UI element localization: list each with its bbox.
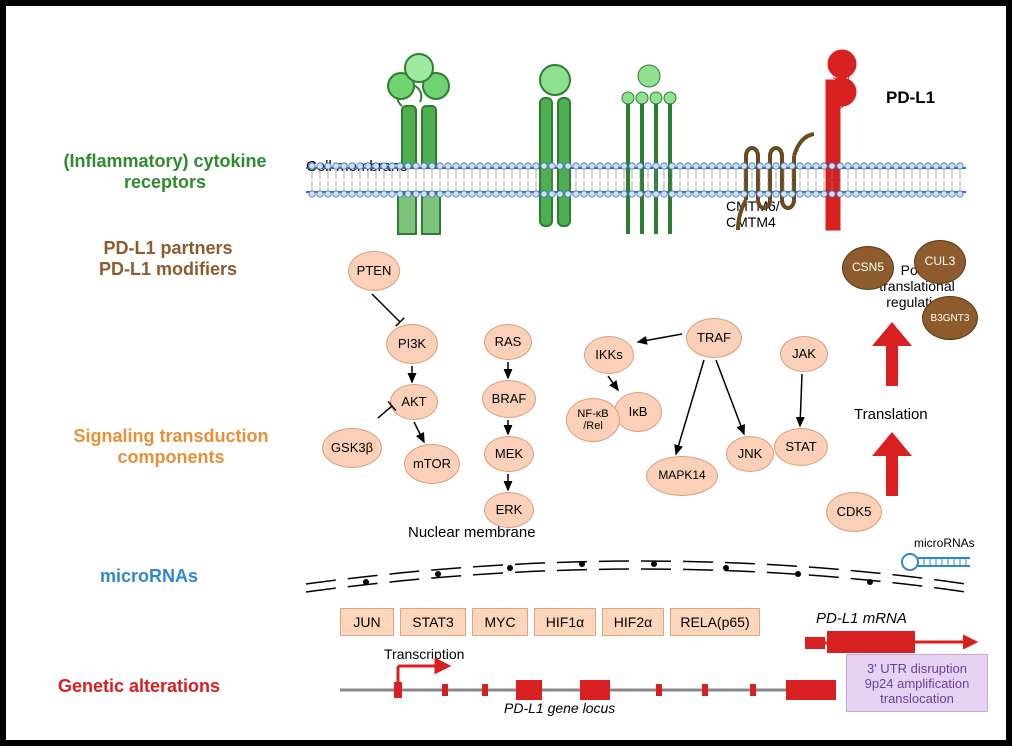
label-cytokine-receptors: (Inflammatory) cytokine receptors — [30, 151, 300, 193]
label-genetic-alterations: Genetic alterations — [58, 676, 220, 697]
node-b3gnt3: B3GNT3 — [922, 296, 978, 340]
node-mtor: mTOR — [404, 444, 460, 484]
node-pten: PTEN — [348, 251, 400, 291]
tf-rela: RELA(p65) — [670, 608, 760, 636]
node-stat: STAT — [774, 428, 828, 466]
node-mapk14: MAPK14 — [646, 456, 718, 496]
label-pdl1-mrna: PD-L1 mRNA — [816, 610, 907, 627]
node-ras: RAS — [484, 324, 532, 360]
genetic-alterations-box: 3' UTR disruption 9p24 amplification tra… — [846, 654, 988, 712]
pdl1-mrna-icon — [806, 632, 976, 652]
gene-locus-icon — [340, 660, 836, 700]
label-pdl1-partners: PD-L1 partners PD-L1 modifiers — [68, 238, 268, 280]
node-gsk3b: GSK3β — [322, 428, 382, 468]
label-translation: Translation — [854, 406, 928, 423]
node-pi3k: PI3K — [386, 324, 438, 364]
node-braf: BRAF — [482, 380, 536, 418]
node-jak: JAK — [780, 336, 828, 372]
node-akt: AKT — [390, 384, 438, 420]
label-transcription: Transcription — [384, 646, 464, 662]
tf-stat3: STAT3 — [400, 608, 466, 636]
receptor-single-icon — [540, 65, 570, 226]
label-micrornas-small: microRNAs — [914, 536, 975, 550]
label-gene-locus: PD-L1 gene locus — [504, 700, 615, 716]
node-cul3: CUL3 — [914, 240, 966, 284]
receptor-dimer-icon — [388, 54, 449, 234]
label-cell-membrane: Cell membrane — [306, 158, 408, 175]
node-cdk5: CDK5 — [826, 492, 882, 532]
nuclear-membrane-icon — [306, 561, 966, 592]
label-signaling: Signaling transduction components — [46, 426, 296, 468]
node-nfkb: NF-κB /Rel — [566, 398, 620, 442]
label-micrornas: microRNAs — [100, 566, 198, 587]
node-csn5: CSN5 — [842, 246, 894, 290]
node-ikb: IκB — [614, 392, 662, 432]
microrna-icon — [902, 554, 970, 570]
label-cmtm: CMTM6/ CMTM4 — [726, 198, 780, 230]
diagram-frame: (Inflammatory) cytokine receptors PD-L1 … — [0, 0, 1012, 746]
node-erk: ERK — [484, 492, 534, 528]
tf-hif2a: HIF2α — [602, 608, 664, 636]
label-pdl1-protein: PD-L1 — [886, 88, 935, 108]
pdl1-protein-icon — [826, 50, 856, 230]
node-mek: MEK — [484, 436, 534, 472]
node-traf: TRAF — [686, 318, 742, 358]
receptor-quad-icon — [622, 65, 676, 234]
tf-myc: MYC — [472, 608, 528, 636]
tf-jun: JUN — [340, 608, 394, 636]
node-ikks: IKKs — [584, 336, 634, 374]
tf-hif1a: HIF1α — [534, 608, 596, 636]
node-jnk: JNK — [726, 436, 774, 472]
